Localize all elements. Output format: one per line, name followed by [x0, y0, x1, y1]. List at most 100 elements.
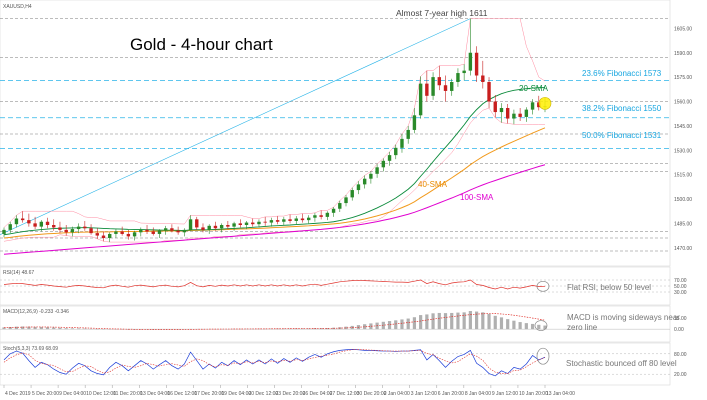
chart-symbol: XAUUSD,H4 — [3, 4, 32, 10]
candle-body — [331, 208, 336, 213]
candle-body — [195, 219, 199, 228]
candle-body — [151, 231, 155, 234]
candle-body — [381, 160, 386, 168]
rsi-circle — [536, 280, 550, 292]
candle-body — [263, 221, 267, 223]
candle-body — [257, 221, 261, 225]
candle-body — [2, 229, 6, 234]
macd-bar — [406, 318, 410, 330]
macd-bar — [288, 328, 292, 330]
macd-bar — [518, 322, 522, 330]
candle-body — [518, 113, 522, 117]
macd-bar — [437, 312, 441, 330]
price-tick-label: 1485.00 — [674, 221, 692, 227]
candle-body — [387, 155, 392, 161]
candle-body — [474, 52, 479, 76]
macd-bar — [474, 311, 479, 330]
candle-body — [350, 190, 354, 198]
candle-body — [443, 85, 448, 91]
time-tick-label: 16 Dec 12:00 — [167, 391, 197, 397]
macd-header: MACD(12,26,9) -0.233 -0.346 — [3, 309, 69, 315]
price-tick-label: 1605.00 — [674, 26, 692, 32]
candlesticks — [2, 18, 547, 243]
price-pane: 1470.00 1485.00 1500.00 1515.00 1530.00 1545.… — [0, 0, 692, 267]
high-annotation: Almost 7-year high 1611 — [396, 8, 488, 18]
macd-bar — [412, 317, 417, 330]
macd-bar — [344, 326, 348, 330]
price-tick-label: 1545.00 — [674, 124, 692, 130]
candle-body — [232, 223, 236, 227]
stoch-note: Stochastic bounced off 80 level — [566, 359, 677, 368]
macd-bar — [70, 328, 75, 330]
time-axis: 4 Dec 2019 5 Dec 20:00 9 Dec 04:00 10 Dec 1… — [3, 385, 575, 397]
price-tick-label: 1500.00 — [674, 197, 692, 203]
macd-bar — [487, 313, 491, 330]
time-tick-label: 17 Dec 20:00 — [194, 391, 224, 397]
candle-body — [394, 147, 398, 156]
macd-bar — [58, 327, 62, 330]
candle-body — [294, 218, 298, 221]
macd-bar — [21, 326, 25, 330]
price-tick-label: 1575.00 — [674, 75, 692, 81]
macd-bar — [499, 317, 504, 330]
macd-bar — [282, 328, 286, 330]
macd-bar — [431, 313, 435, 330]
macd-note-line-1: MACD is moving sideways near — [567, 313, 680, 322]
rsi-tick-label: 50.00 — [674, 284, 687, 290]
macd-tick-label: 15.00 — [674, 316, 687, 322]
rsi-tick-label: 30.00 — [674, 290, 687, 296]
candle-body — [437, 77, 441, 86]
candle-body — [338, 203, 342, 209]
candle-body — [226, 225, 230, 227]
candle-body — [325, 212, 330, 217]
sma40-label: 40-SMA — [418, 180, 448, 189]
macd-note-line-2: zero line — [567, 323, 598, 332]
macd-bar — [2, 327, 6, 330]
candle-body — [344, 197, 348, 204]
candle-body — [45, 221, 50, 225]
time-tick-label: 8 Jan 04:00 — [465, 391, 491, 397]
candle-body — [524, 109, 529, 117]
candle-body — [499, 108, 504, 113]
candle-body — [163, 228, 168, 231]
stoch-circle — [536, 347, 550, 365]
macd-bar — [14, 326, 19, 330]
macd-bar — [537, 324, 541, 330]
candle-body — [362, 178, 367, 185]
candle-body — [481, 75, 485, 82]
candle-body — [356, 184, 361, 191]
fib-23-label: 23.6% Fibonacci 1573 — [582, 69, 662, 78]
time-tick-label: 5 Dec 20:00 — [32, 391, 59, 397]
candle-body — [487, 82, 491, 102]
macd-bar — [363, 324, 367, 330]
candle-body — [238, 223, 242, 225]
candle-body — [126, 233, 131, 237]
macd-bar — [350, 325, 354, 330]
price-tick-label: 1515.00 — [674, 173, 692, 179]
candle-body — [412, 115, 417, 130]
macd-bar — [39, 327, 43, 330]
stoch-tick-label: 20.00 — [674, 372, 687, 378]
stoch-pane-frame — [0, 342, 671, 386]
candle-body — [512, 113, 516, 119]
time-tick-label: 23 Dec 20:00 — [276, 391, 306, 397]
stoch-header: Stoch(5,3,3) 73.69 68.09 — [3, 346, 58, 352]
candle-body — [319, 215, 323, 217]
macd-bar — [8, 327, 12, 330]
candle-body — [300, 218, 305, 221]
candle-body — [139, 229, 143, 233]
macd-bar — [543, 325, 547, 330]
candle-body — [33, 223, 37, 227]
stoch-axis: 80.00 20.00 — [674, 352, 687, 378]
rsi-note: Flat RSI, below 50 level — [567, 283, 651, 292]
price-gridlines — [0, 18, 670, 252]
price-tick-label: 1590.00 — [674, 51, 692, 57]
candle-body — [213, 225, 218, 229]
macd-bar — [27, 326, 31, 330]
macd-bar — [468, 311, 472, 330]
candle-body — [64, 229, 68, 233]
macd-bar — [530, 323, 535, 330]
time-tick-label: 9 Jan 12:00 — [492, 391, 518, 397]
